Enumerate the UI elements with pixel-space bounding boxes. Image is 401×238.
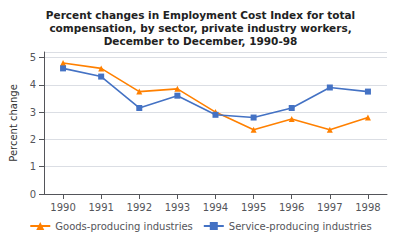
svg-text:Percent change: Percent change	[8, 84, 19, 162]
svg-text:Percent changes in Employment: Percent changes in Employment Cost Index…	[46, 9, 355, 21]
svg-text:1992: 1992	[127, 202, 152, 213]
svg-text:1997: 1997	[317, 202, 342, 213]
svg-text:Goods-producing industries: Goods-producing industries	[55, 221, 193, 232]
svg-text:2: 2	[30, 134, 36, 145]
svg-text:1994: 1994	[203, 202, 228, 213]
svg-text:3: 3	[30, 107, 36, 118]
svg-text:0: 0	[30, 189, 36, 200]
svg-text:1995: 1995	[241, 202, 266, 213]
svg-text:compensation, by sector, priva: compensation, by sector, private industr…	[49, 22, 351, 34]
svg-text:1993: 1993	[165, 202, 190, 213]
svg-text:Service-producing industries: Service-producing industries	[229, 221, 372, 232]
svg-text:December to December, 1990-98: December to December, 1990-98	[104, 35, 298, 47]
svg-text:5: 5	[30, 52, 36, 63]
svg-text:1998: 1998	[355, 202, 380, 213]
svg-text:4: 4	[30, 79, 36, 90]
svg-text:1990: 1990	[50, 202, 75, 213]
svg-text:1: 1	[30, 161, 36, 172]
svg-text:1991: 1991	[88, 202, 113, 213]
svg-text:1996: 1996	[279, 202, 304, 213]
